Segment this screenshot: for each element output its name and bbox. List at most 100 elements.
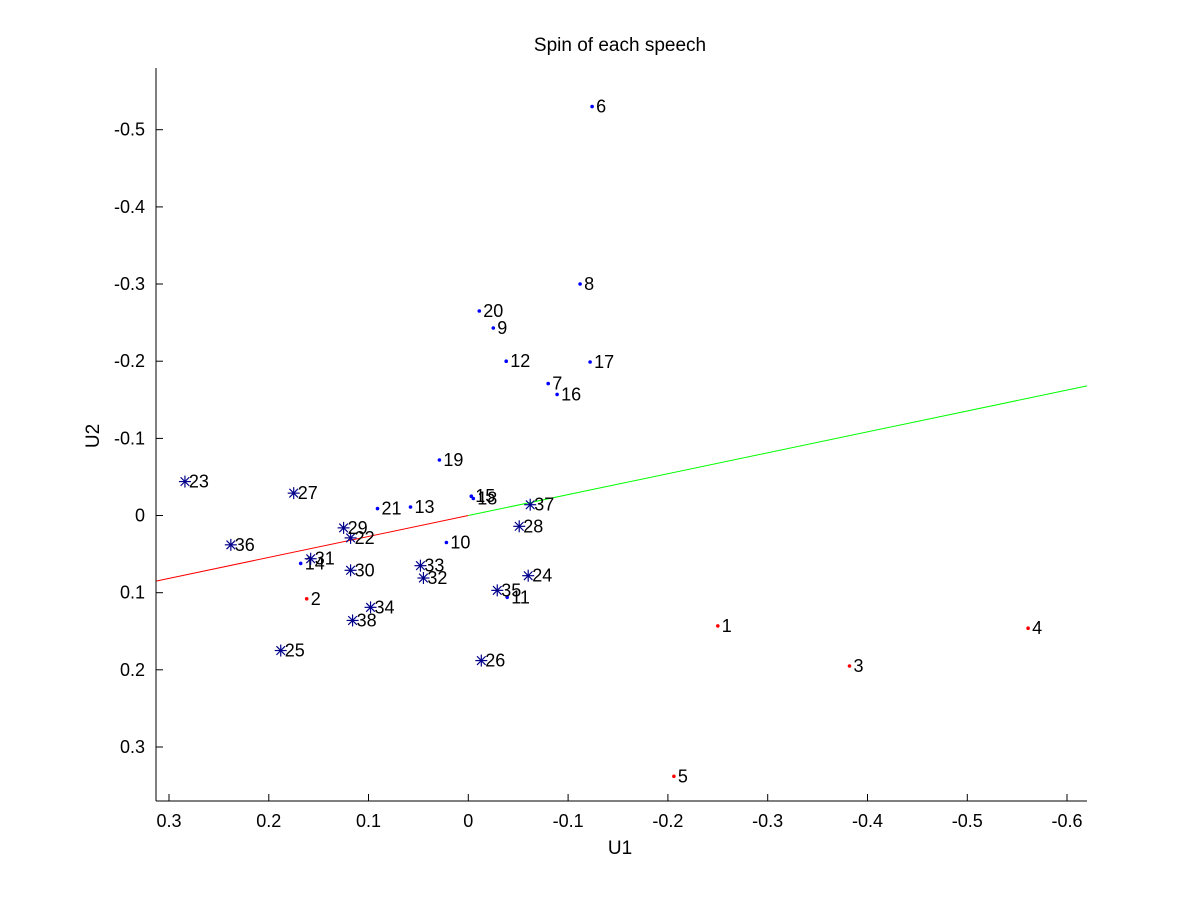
point-marker-dot <box>590 104 594 109</box>
point-marker-dot <box>304 597 309 601</box>
point-label: 9 <box>497 318 507 338</box>
point-marker-dot <box>555 392 559 397</box>
data-point-26: 26 <box>475 651 505 671</box>
point-marker-dot <box>444 540 449 545</box>
point-label: 2 <box>311 589 321 609</box>
point-marker-dot <box>375 506 380 511</box>
y-ticks: -0.5 -0.4 -0.3 -0.2 -0.1 0 0.1 0.2 0.3 <box>114 120 163 757</box>
point-label: 1 <box>722 616 732 636</box>
point-marker-dot <box>437 458 442 462</box>
point-label: 37 <box>534 495 554 515</box>
x-tick-label: 0.3 <box>156 811 181 831</box>
point-marker-dot <box>505 595 510 600</box>
data-point-20: 20 <box>477 301 503 321</box>
point-marker-star <box>364 601 377 614</box>
point-label: 28 <box>523 516 543 536</box>
x-tick-label: -0.4 <box>852 811 883 831</box>
x-tick-label: 0.2 <box>256 811 281 831</box>
point-marker-star <box>344 564 357 577</box>
point-marker-dot <box>1026 626 1030 630</box>
point-label: 25 <box>285 641 305 661</box>
point-marker-star <box>524 498 537 511</box>
point-marker-dot <box>578 282 582 286</box>
point-marker-star <box>475 654 488 667</box>
data-point-4: 4 <box>1026 618 1042 638</box>
point-label: 33 <box>424 556 444 576</box>
data-point-17: 17 <box>588 352 614 372</box>
data-point-27: 27 <box>287 483 318 503</box>
point-label: 21 <box>382 499 402 519</box>
y-tick-label: -0.3 <box>114 274 145 294</box>
data-point-19: 19 <box>437 450 463 470</box>
x-tick-label: -0.1 <box>553 811 584 831</box>
y-tick-label: -0.1 <box>114 428 145 448</box>
point-label: 5 <box>678 766 688 786</box>
point-label: 12 <box>510 351 530 371</box>
point-label: 15 <box>475 486 495 506</box>
point-label: 29 <box>348 518 368 538</box>
point-label: 8 <box>584 274 594 294</box>
data-point-6: 6 <box>590 97 606 117</box>
point-marker-star <box>346 614 359 627</box>
point-label: 16 <box>561 384 581 404</box>
data-point-24: 24 <box>522 566 552 586</box>
point-marker-star <box>304 552 317 565</box>
point-label: 34 <box>375 597 395 617</box>
data-point-7: 7 <box>546 374 562 394</box>
point-marker-dot <box>491 326 496 330</box>
data-point-28: 28 <box>513 516 543 536</box>
point-marker-dot <box>471 496 476 501</box>
data-point-36: 36 <box>224 535 255 555</box>
y-tick-label: 0.1 <box>120 583 145 603</box>
y-tick-label: 0 <box>135 506 145 526</box>
x-axis-title: U1 <box>608 838 632 859</box>
point-marker-star <box>287 487 300 500</box>
y-tick-label: 0.2 <box>120 660 145 680</box>
data-point-23: 23 <box>178 472 209 492</box>
point-marker-star <box>414 559 427 572</box>
point-label: 18 <box>477 489 497 509</box>
data-point-10: 10 <box>444 533 470 553</box>
point-label: 3 <box>854 656 864 676</box>
data-point-13: 13 <box>408 497 435 517</box>
point-marker-dot <box>504 359 509 364</box>
point-marker-dot <box>847 664 852 668</box>
data-point-18: 18 <box>471 489 497 509</box>
point-label: 17 <box>594 352 614 372</box>
x-tick-label: -0.2 <box>652 811 683 831</box>
y-tick-label: -0.5 <box>114 120 145 140</box>
point-label: 23 <box>189 472 209 492</box>
point-marker-dot <box>716 624 720 628</box>
data-point-12: 12 <box>504 351 530 371</box>
data-point-31: 31 <box>304 549 335 569</box>
data-point-32: 32 <box>417 568 447 588</box>
data-point-38: 38 <box>346 611 377 631</box>
point-marker-dot <box>298 561 303 566</box>
data-point-37: 37 <box>524 495 554 515</box>
point-label: 24 <box>532 566 552 586</box>
x-tick-label: 0 <box>463 811 473 831</box>
point-marker-dot <box>672 774 676 779</box>
point-label: 32 <box>427 568 447 588</box>
point-marker-star <box>344 531 357 544</box>
chart-title: Spin of each speech <box>534 35 706 56</box>
data-point-8: 8 <box>578 274 594 294</box>
point-marker-dot <box>546 381 550 386</box>
point-marker-star <box>224 538 237 551</box>
point-label: 19 <box>443 450 463 470</box>
fit-line-red <box>155 515 469 582</box>
data-point-34: 34 <box>364 597 395 617</box>
point-marker-star <box>513 520 526 533</box>
data-point-35: 35 <box>491 580 521 600</box>
point-label: 4 <box>1032 618 1042 638</box>
axes <box>155 68 1087 802</box>
point-marker-star <box>491 584 504 597</box>
point-label: 27 <box>298 483 318 503</box>
data-point-5: 5 <box>672 766 688 786</box>
data-point-16: 16 <box>555 384 581 404</box>
data-point-2: 2 <box>304 589 321 609</box>
data-point-22: 22 <box>344 528 375 548</box>
y-tick-label: 0.3 <box>120 737 145 757</box>
data-point-29: 29 <box>337 518 368 538</box>
